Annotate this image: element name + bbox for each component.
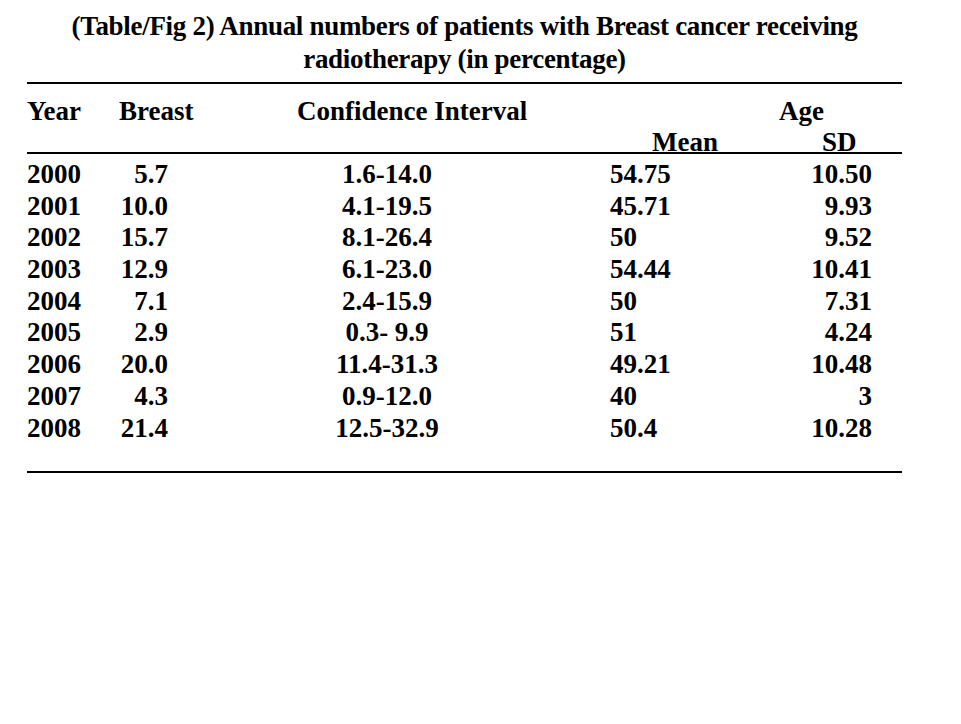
cell-age-sd: 10.50: [760, 159, 872, 191]
figure-title-line2: radiotherapy (in percentage): [27, 43, 902, 76]
cell-year: 2008: [27, 413, 89, 445]
cell-breast: 7.1: [95, 286, 168, 318]
cell-breast: 12.9: [95, 254, 168, 286]
cell-breast: 5.7: [95, 159, 168, 191]
cell-confidence-interval: 11.4-31.3: [267, 349, 507, 381]
cell-age-mean: 51: [610, 317, 720, 349]
column-header-age: Age: [779, 97, 824, 125]
cell-age-sd: 7.31: [760, 286, 872, 318]
cell-age-mean: 50: [610, 222, 720, 254]
cell-breast: 2.9: [95, 317, 168, 349]
cell-year: 2001: [27, 191, 89, 223]
rule-below-title: [27, 82, 902, 84]
table-body: 2000 5.7 1.6-14.0 54.75 10.50 2001 10.0 …: [0, 159, 961, 444]
table-row: 2000 5.7 1.6-14.0 54.75 10.50: [0, 159, 961, 191]
cell-confidence-interval: 8.1-26.4: [267, 222, 507, 254]
cell-year: 2006: [27, 349, 89, 381]
cell-age-mean: 54.75: [610, 159, 720, 191]
cell-confidence-interval: 0.9-12.0: [267, 381, 507, 413]
cell-confidence-interval: 2.4-15.9: [267, 286, 507, 318]
cell-year: 2007: [27, 381, 89, 413]
cell-age-mean: 45.71: [610, 191, 720, 223]
table-row: 2006 20.0 11.4-31.3 49.21 10.48: [0, 349, 961, 381]
table-row: 2002 15.7 8.1-26.4 50 9.52: [0, 222, 961, 254]
cell-age-mean: 49.21: [610, 349, 720, 381]
rule-below-headers: [27, 152, 902, 154]
cell-age-mean: 40: [610, 381, 720, 413]
cell-year: 2000: [27, 159, 89, 191]
cell-year: 2004: [27, 286, 89, 318]
figure-title: (Table/Fig 2) Annual numbers of patients…: [27, 10, 902, 76]
cell-age-sd: 10.41: [760, 254, 872, 286]
cell-age-sd: 4.24: [760, 317, 872, 349]
cell-age-mean: 50.4: [610, 413, 720, 445]
table-row: 2004 7.1 2.4-15.9 50 7.31: [0, 286, 961, 318]
cell-age-sd: 10.28: [760, 413, 872, 445]
cell-age-mean: 50: [610, 286, 720, 318]
cell-confidence-interval: 1.6-14.0: [267, 159, 507, 191]
table-row: 2007 4.3 0.9-12.0 40 3: [0, 381, 961, 413]
table-row: 2008 21.4 12.5-32.9 50.4 10.28: [0, 413, 961, 445]
rule-table-bottom: [27, 471, 902, 473]
cell-breast: 15.7: [95, 222, 168, 254]
cell-age-sd: 9.93: [760, 191, 872, 223]
cell-confidence-interval: 4.1-19.5: [267, 191, 507, 223]
column-header-confidence-interval: Confidence Interval: [297, 97, 527, 125]
cell-confidence-interval: 6.1-23.0: [267, 254, 507, 286]
table-row: 2001 10.0 4.1-19.5 45.71 9.93: [0, 191, 961, 223]
cell-age-sd: 10.48: [760, 349, 872, 381]
cell-age-sd: 3: [760, 381, 872, 413]
cell-breast: 21.4: [95, 413, 168, 445]
cell-breast: 10.0: [95, 191, 168, 223]
cell-breast: 4.3: [95, 381, 168, 413]
cell-year: 2002: [27, 222, 89, 254]
column-header-breast: Breast: [119, 97, 194, 125]
table-row: 2005 2.9 0.3- 9.9 51 4.24: [0, 317, 961, 349]
cell-age-mean: 54.44: [610, 254, 720, 286]
column-header-year: Year: [27, 97, 81, 125]
table-figure-page: (Table/Fig 2) Annual numbers of patients…: [0, 0, 961, 724]
cell-year: 2003: [27, 254, 89, 286]
cell-confidence-interval: 12.5-32.9: [267, 413, 507, 445]
table-row: 2003 12.9 6.1-23.0 54.44 10.41: [0, 254, 961, 286]
cell-confidence-interval: 0.3- 9.9: [267, 317, 507, 349]
cell-year: 2005: [27, 317, 89, 349]
cell-age-sd: 9.52: [760, 222, 872, 254]
cell-breast: 20.0: [95, 349, 168, 381]
figure-title-line1: (Table/Fig 2) Annual numbers of patients…: [27, 10, 902, 43]
